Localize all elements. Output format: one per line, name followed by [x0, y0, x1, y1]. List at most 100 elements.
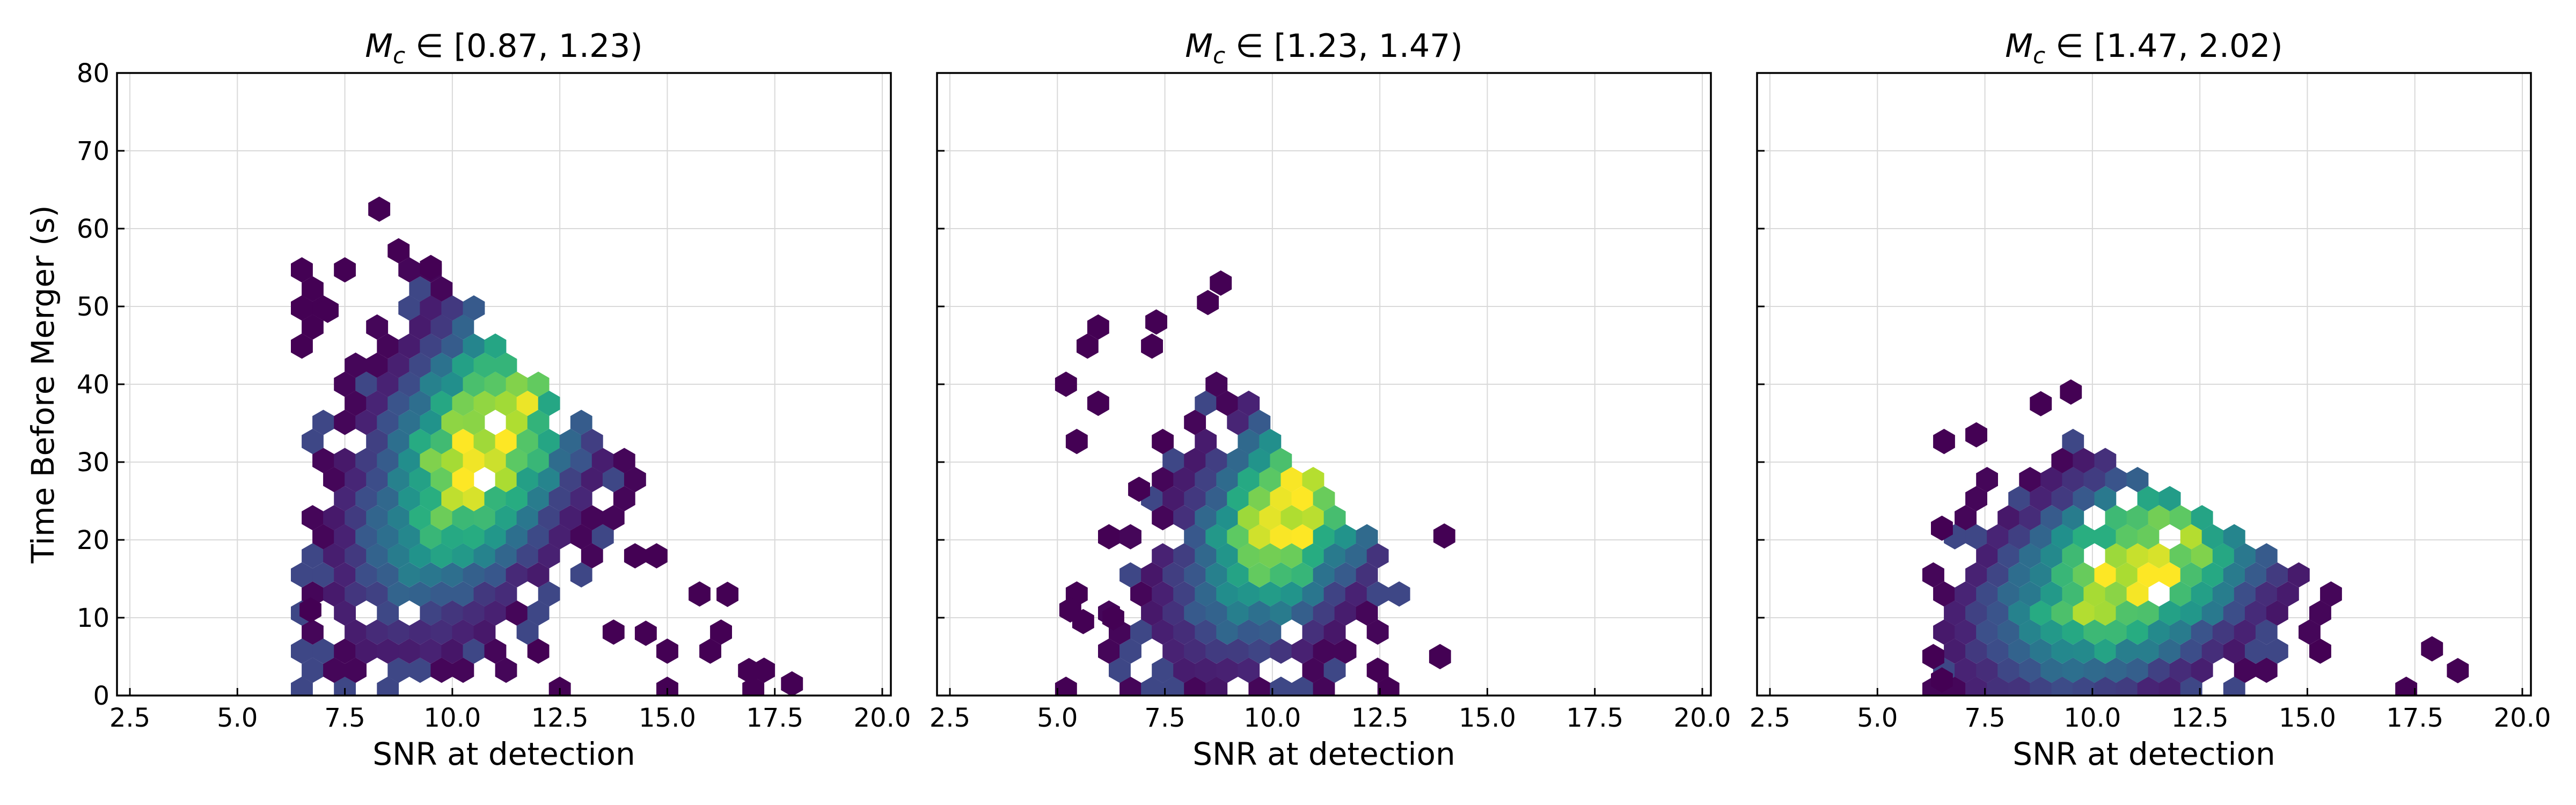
- hex-bin: [430, 505, 453, 531]
- hex-bin: [1072, 609, 1094, 634]
- hex-bin: [302, 619, 324, 645]
- hex-bin: [570, 409, 592, 435]
- hex-bin: [1987, 676, 2009, 696]
- hex-bin: [366, 390, 389, 416]
- hex-bin: [2030, 562, 2052, 588]
- hex-bin: [2223, 524, 2245, 550]
- hex-bin: [1238, 543, 1260, 569]
- hex-bin: [377, 524, 399, 550]
- hex-bin: [527, 409, 550, 435]
- hex-bin: [2137, 524, 2160, 550]
- hex-bin: [377, 638, 399, 664]
- hex-bin: [409, 467, 431, 493]
- hex-bin: [2094, 448, 2117, 473]
- y-tick-label: 50: [77, 292, 109, 322]
- hex-bin: [302, 543, 324, 569]
- y-tick-label: 80: [77, 58, 109, 89]
- hex-bin: [430, 581, 453, 607]
- panel-title: Mc ∈ [1.47, 2.02): [2005, 27, 2282, 69]
- hex-bin: [2158, 486, 2181, 511]
- hex-bin: [2116, 676, 2138, 696]
- hexbin-layer: [291, 196, 803, 696]
- hex-bin: [420, 600, 442, 626]
- hex-bin: [1141, 676, 1163, 696]
- hex-bin: [398, 524, 421, 550]
- hex-bin: [2019, 619, 2041, 645]
- hex-bin: [1227, 486, 1249, 511]
- hex-bin: [1195, 657, 1217, 683]
- hex-bin: [484, 562, 507, 588]
- hex-bin: [1323, 619, 1346, 645]
- hex-bin: [377, 448, 399, 473]
- x-tick-label: 10.0: [423, 703, 481, 733]
- hex-bin: [1313, 600, 1335, 626]
- hex-bin: [1313, 562, 1335, 588]
- hex-bin: [2169, 543, 2192, 569]
- hex-bin: [1302, 505, 1324, 531]
- title-subscript: c: [2033, 42, 2045, 69]
- hex-bin: [2169, 581, 2192, 607]
- hex-bin: [1259, 619, 1282, 645]
- hex-bin: [1248, 562, 1271, 588]
- hex-bin: [1152, 467, 1174, 493]
- hex-bin: [1238, 467, 1260, 493]
- hex-bin: [2073, 676, 2095, 696]
- x-tick-label: 20.0: [1674, 703, 1731, 733]
- hex-bin: [387, 467, 410, 493]
- hex-bin: [656, 638, 678, 664]
- hex-bin: [409, 314, 431, 340]
- hex-bin: [302, 657, 324, 683]
- hex-bin: [1184, 638, 1206, 664]
- panel-title: Mc ∈ [0.87, 1.23): [365, 27, 642, 69]
- hex-bin: [1334, 638, 1357, 664]
- hex-bin: [398, 333, 421, 359]
- y-axis-label: Time Before Merger (s): [25, 205, 61, 564]
- hex-bin: [312, 448, 334, 473]
- hex-bin: [409, 619, 431, 645]
- hex-bin: [1291, 486, 1314, 511]
- hex-bin: [2126, 505, 2149, 531]
- hex-bin: [1965, 422, 1987, 448]
- title-range: ∈ [0.87, 1.23): [405, 27, 643, 65]
- hex-bin: [506, 562, 528, 588]
- hex-bin: [1216, 543, 1239, 569]
- hex-bin: [2277, 581, 2299, 607]
- hex-bin: [1323, 505, 1346, 531]
- hex-bin: [1087, 314, 1109, 340]
- hex-bin: [323, 467, 345, 493]
- hex-bin: [484, 486, 507, 511]
- hex-bin: [473, 352, 496, 378]
- hex-bin: [355, 486, 378, 511]
- hex-bin: [355, 524, 378, 550]
- x-tick-label: 12.5: [531, 703, 589, 733]
- hex-bin: [646, 543, 668, 569]
- hex-bin: [1291, 562, 1314, 588]
- hex-bin: [581, 467, 603, 493]
- hex-bin: [355, 409, 378, 435]
- hex-bin: [2255, 657, 2278, 683]
- hex-bin: [495, 581, 517, 607]
- hex-bin: [2180, 562, 2202, 588]
- hex-bin: [398, 562, 421, 588]
- hex-bin: [527, 524, 550, 550]
- y-tick-label: 60: [77, 214, 109, 244]
- hex-bin: [1216, 467, 1239, 493]
- hex-bin: [602, 619, 625, 645]
- panel-3: 2.5 5.0 7.5 10.0 12.5 15.0 17.5 20.0 Mc ∈ [1.47…: [1750, 27, 2551, 772]
- hex-bin: [516, 619, 539, 645]
- hex-bin: [1976, 467, 1998, 493]
- hex-bin: [1270, 600, 1292, 626]
- hex-bin: [559, 467, 582, 493]
- hex-bin: [2158, 600, 2181, 626]
- hex-bin: [1345, 581, 1367, 607]
- hex-bin: [2126, 467, 2149, 493]
- hex-bin: [2051, 486, 2074, 511]
- hex-bin: [452, 314, 474, 340]
- hex-bin: [1302, 543, 1324, 569]
- hex-bin: [1248, 600, 1271, 626]
- hex-bin: [1965, 486, 1987, 511]
- hex-bin: [2030, 638, 2052, 664]
- hex-bin: [2051, 600, 2074, 626]
- x-ticks: 2.5 5.0 7.5 10.0 12.5 15.0 17.5 20.0: [930, 688, 1731, 733]
- hex-bin: [1205, 448, 1228, 473]
